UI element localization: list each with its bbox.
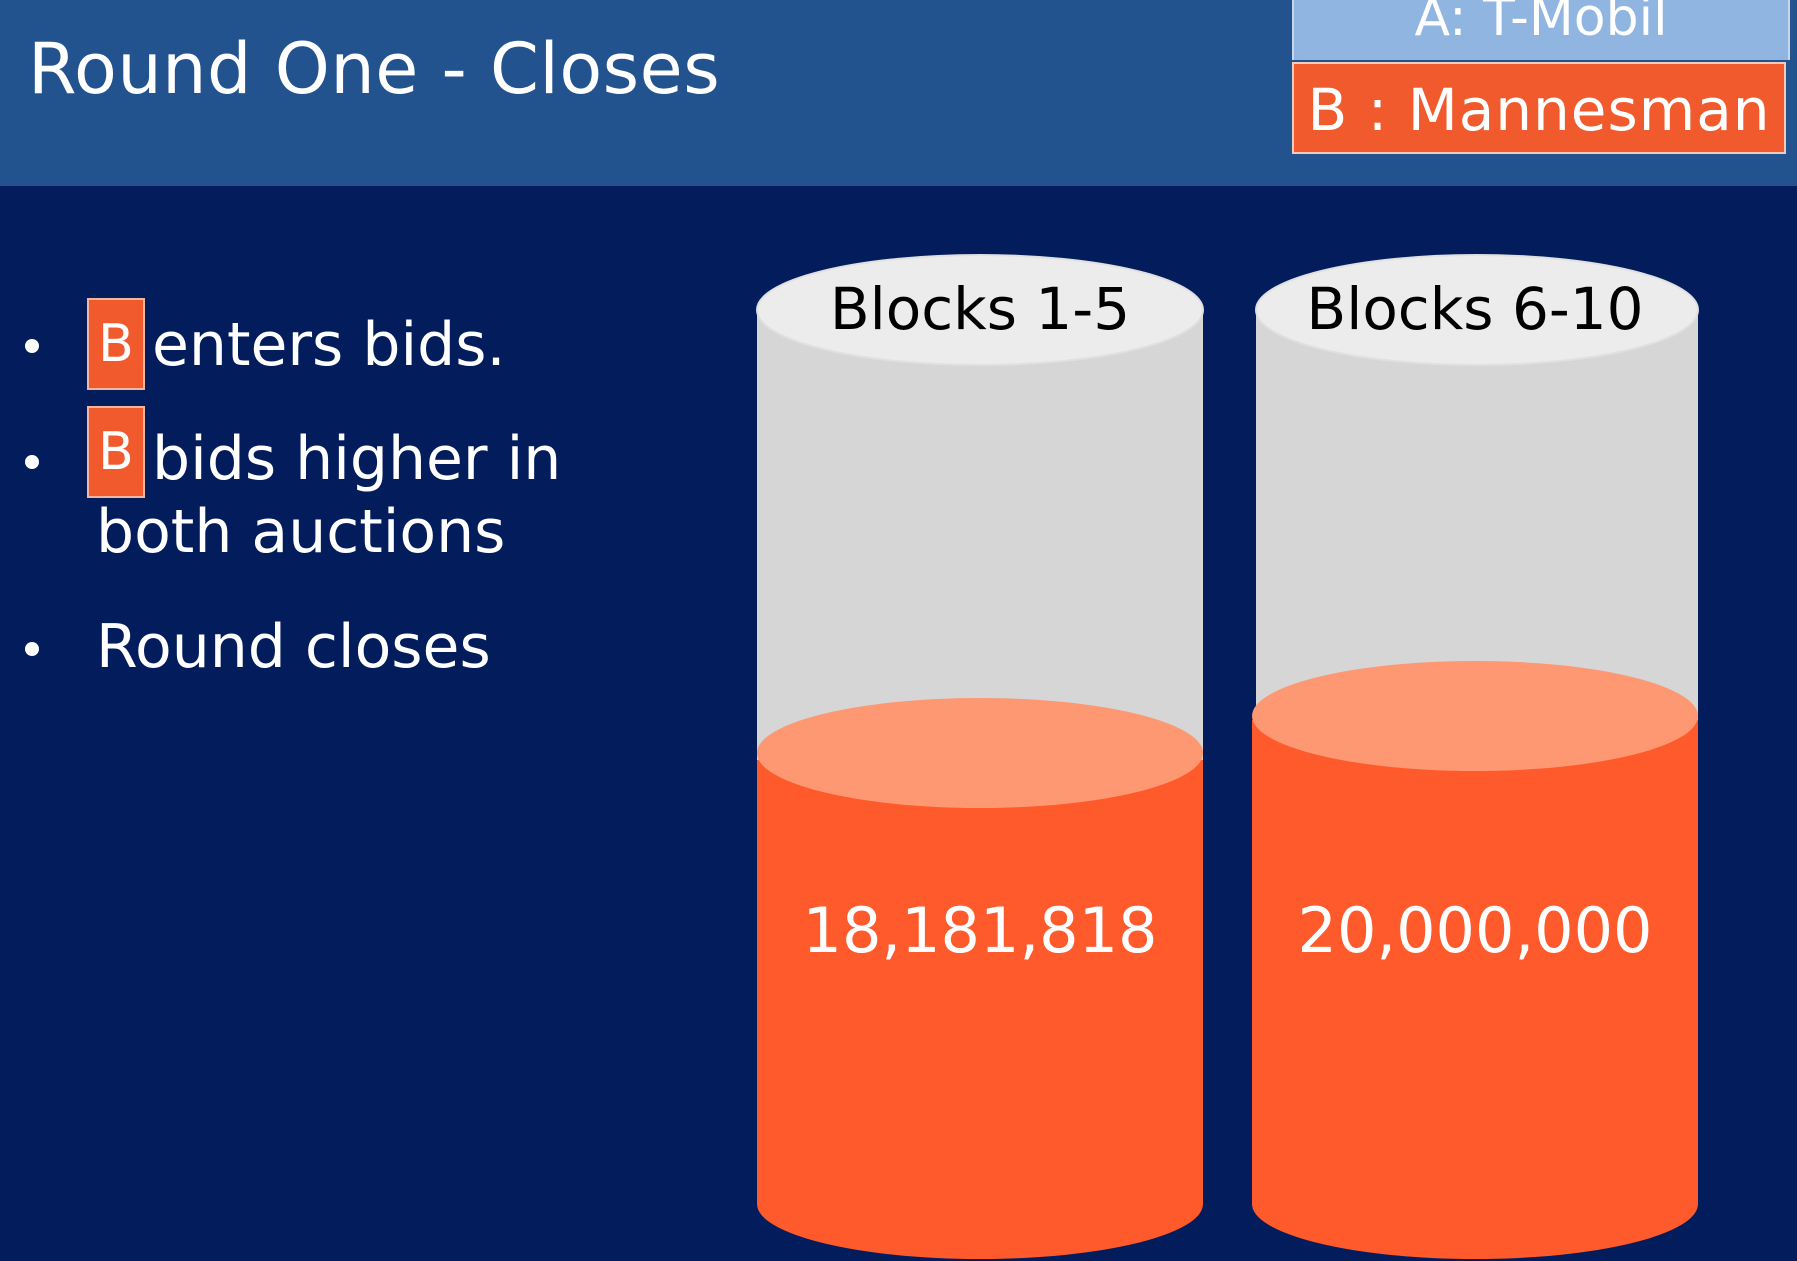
legend-item-b: B : Mannesman [1292,62,1786,154]
bullet-text: Round closes [96,612,491,682]
cylinder-label: Blocks 1-5 [830,275,1130,343]
bullet-text-continued: both auctions [96,497,506,567]
cylinder-top [756,254,1204,366]
bullet-dot [25,339,39,353]
bidder-badge: B [87,298,145,390]
slide-title: Round One - Closes [28,28,721,110]
legend-item-a: A: T-Mobil [1292,0,1790,60]
bullet-text: enters bids. [152,310,506,380]
cylinder-empty-body [757,310,1203,760]
cylinder-fill-body [1252,720,1698,1259]
cylinder-blocks-1-5: Blocks 1-5 18,181,818 [756,254,1204,1259]
cylinder-value: 18,181,818 [803,894,1158,967]
cylinder-label: Blocks 6-10 [1306,275,1643,343]
cylinder-top [1255,254,1699,366]
cylinder-value: 20,000,000 [1298,894,1653,967]
bullet-dot [25,642,39,656]
bullet-text: bids higher in [152,424,562,494]
cylinder-empty-body [1256,310,1698,720]
bidder-badge: B [87,406,145,498]
cylinder-fill-top [757,698,1203,808]
cylinder-blocks-6-10: Blocks 6-10 20,000,000 [1252,254,1699,1259]
bullet-dot [25,455,39,469]
cylinder-fill-top [1252,661,1698,771]
cylinder-fill-body [757,760,1203,1259]
